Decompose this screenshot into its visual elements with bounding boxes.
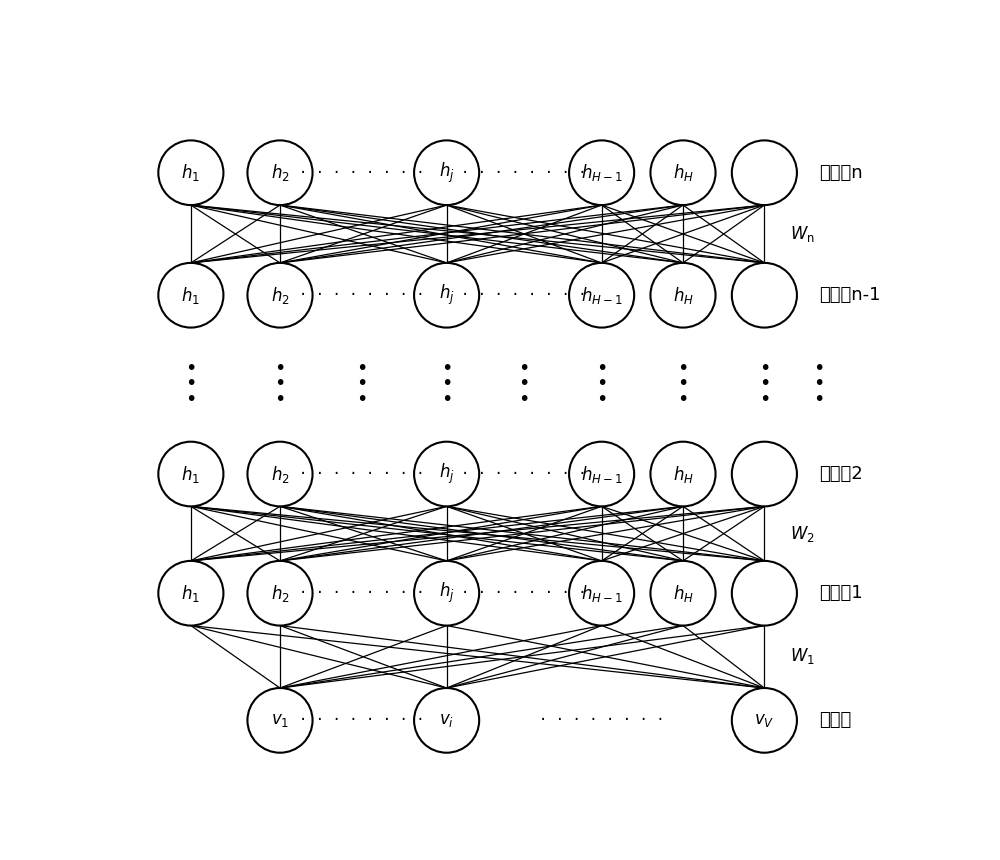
Ellipse shape (569, 263, 634, 328)
Text: •: • (356, 374, 367, 394)
Ellipse shape (247, 561, 313, 625)
Text: $h_{1}$: $h_{1}$ (181, 464, 200, 484)
Ellipse shape (650, 140, 716, 205)
Ellipse shape (247, 263, 313, 328)
Text: •: • (441, 359, 452, 378)
Ellipse shape (732, 263, 797, 328)
Text: •: • (759, 390, 770, 409)
Text: •: • (441, 374, 452, 394)
Text: $h_{{H-1}}$: $h_{{H-1}}$ (581, 583, 623, 604)
Text: · · · · · · · ·: · · · · · · · · (461, 166, 587, 180)
Text: $h_{2}$: $h_{2}$ (271, 163, 289, 183)
Ellipse shape (414, 263, 479, 328)
Ellipse shape (247, 442, 313, 507)
Text: · · · · · · · ·: · · · · · · · · (299, 587, 424, 600)
Text: •: • (274, 390, 286, 409)
Text: · · · · · · · ·: · · · · · · · · (539, 714, 664, 728)
Text: $h_{j}$: $h_{j}$ (439, 462, 455, 486)
Text: $h_{2}$: $h_{2}$ (271, 583, 289, 604)
Text: $h_{1}$: $h_{1}$ (181, 163, 200, 183)
Text: 输入层: 输入层 (819, 711, 851, 729)
Text: $h_{{H-1}}$: $h_{{H-1}}$ (581, 464, 623, 484)
Text: $v_{1}$: $v_{1}$ (271, 712, 289, 729)
Text: •: • (813, 390, 824, 409)
Text: $h_{H}$: $h_{H}$ (673, 285, 693, 306)
Text: •: • (356, 359, 367, 378)
Text: $h_{j}$: $h_{j}$ (439, 283, 455, 307)
Ellipse shape (732, 442, 797, 507)
Text: $v_{i}$: $v_{i}$ (439, 712, 454, 729)
Text: · · · · · · · ·: · · · · · · · · (461, 288, 587, 302)
Ellipse shape (650, 561, 716, 625)
Ellipse shape (158, 442, 223, 507)
Text: •: • (185, 359, 197, 378)
Text: $W_{\rm n}$: $W_{\rm n}$ (790, 224, 815, 244)
Text: •: • (518, 390, 530, 409)
Text: $h_{H}$: $h_{H}$ (673, 583, 693, 604)
Text: · · · · · · · ·: · · · · · · · · (299, 714, 424, 728)
Text: •: • (518, 374, 530, 394)
Ellipse shape (414, 442, 479, 507)
Text: $h_{1}$: $h_{1}$ (181, 285, 200, 306)
Text: •: • (596, 374, 607, 394)
Text: 隐含层1: 隐含层1 (819, 584, 862, 602)
Text: $h_{{H-1}}$: $h_{{H-1}}$ (581, 163, 623, 183)
Text: •: • (274, 374, 286, 394)
Text: •: • (596, 359, 607, 378)
Ellipse shape (732, 688, 797, 752)
Text: •: • (596, 390, 607, 409)
Ellipse shape (158, 263, 223, 328)
Text: 隐含层2: 隐含层2 (819, 465, 862, 483)
Text: · · · · · · · ·: · · · · · · · · (299, 288, 424, 302)
Text: •: • (759, 359, 770, 378)
Text: •: • (185, 374, 197, 394)
Text: · · · · · · · ·: · · · · · · · · (461, 467, 587, 481)
Ellipse shape (158, 561, 223, 625)
Ellipse shape (732, 561, 797, 625)
Text: •: • (185, 390, 197, 409)
Text: $W_2$: $W_2$ (790, 524, 815, 544)
Text: $h_{{H-1}}$: $h_{{H-1}}$ (581, 285, 623, 306)
Text: $v_{V}$: $v_{V}$ (754, 712, 775, 729)
Text: •: • (813, 359, 824, 378)
Ellipse shape (247, 688, 313, 752)
Ellipse shape (650, 263, 716, 328)
Ellipse shape (650, 442, 716, 507)
Text: · · · · · · · ·: · · · · · · · · (461, 587, 587, 600)
Text: $h_{H}$: $h_{H}$ (673, 163, 693, 183)
Text: $h_{j}$: $h_{j}$ (439, 161, 455, 185)
Ellipse shape (414, 140, 479, 205)
Ellipse shape (732, 140, 797, 205)
Text: •: • (759, 374, 770, 394)
Text: •: • (518, 359, 530, 378)
Text: •: • (441, 390, 452, 409)
Text: 隐含层n: 隐含层n (819, 163, 862, 181)
Text: •: • (677, 390, 689, 409)
Ellipse shape (247, 140, 313, 205)
Text: 隐含层n-1: 隐含层n-1 (819, 286, 880, 304)
Text: •: • (274, 359, 286, 378)
Ellipse shape (569, 442, 634, 507)
Text: $h_{j}$: $h_{j}$ (439, 581, 455, 605)
Text: $h_{2}$: $h_{2}$ (271, 285, 289, 306)
Text: · · · · · · · ·: · · · · · · · · (299, 166, 424, 180)
Text: $h_{1}$: $h_{1}$ (181, 583, 200, 604)
Text: · · · · · · · ·: · · · · · · · · (299, 467, 424, 481)
Text: $W_1$: $W_1$ (790, 646, 815, 666)
Text: •: • (677, 374, 689, 394)
Ellipse shape (414, 688, 479, 752)
Text: •: • (813, 374, 824, 394)
Text: •: • (356, 390, 367, 409)
Ellipse shape (158, 140, 223, 205)
Ellipse shape (569, 140, 634, 205)
Text: $h_{H}$: $h_{H}$ (673, 464, 693, 484)
Ellipse shape (569, 561, 634, 625)
Ellipse shape (414, 561, 479, 625)
Text: •: • (677, 359, 689, 378)
Text: $h_{2}$: $h_{2}$ (271, 464, 289, 484)
